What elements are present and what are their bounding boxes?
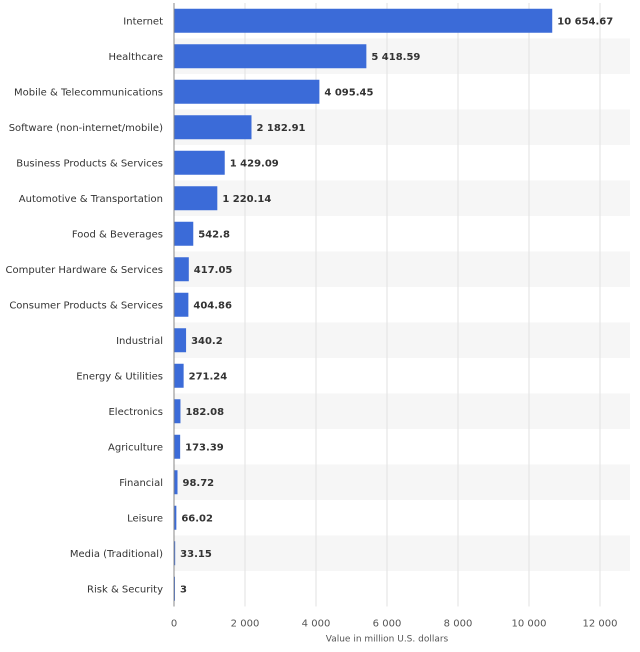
category-label: Internet	[123, 16, 163, 27]
x-tick-label: 12 000	[583, 619, 618, 630]
bar[interactable]	[174, 8, 553, 33]
row-band	[174, 393, 630, 429]
x-tick-label: 4 000	[302, 619, 331, 630]
category-label: Energy & Utilities	[76, 371, 163, 382]
bar[interactable]	[174, 470, 178, 495]
x-tick-label: 6 000	[373, 619, 402, 630]
x-tick-label: 0	[171, 619, 177, 630]
category-label: Food & Beverages	[72, 229, 163, 240]
value-label: 10 654.67	[557, 16, 613, 27]
value-label: 271.24	[189, 371, 228, 382]
bars	[174, 8, 553, 601]
value-label: 1 429.09	[230, 158, 279, 169]
row-band	[174, 535, 630, 571]
value-label: 33.15	[180, 549, 212, 560]
value-label: 340.2	[191, 336, 223, 347]
value-label: 98.72	[183, 478, 215, 489]
value-labels: 10 654.67 5 418.59 4 095.45 2 182.91 1 429.0…	[180, 16, 613, 595]
value-label: 173.39	[185, 442, 224, 453]
category-label: Financial	[119, 478, 163, 489]
category-label: Electronics	[108, 407, 163, 418]
bar[interactable]	[174, 363, 184, 388]
value-label: 417.05	[194, 265, 233, 276]
row-band	[174, 180, 630, 216]
category-label: Industrial	[116, 336, 163, 347]
bar[interactable]	[174, 505, 177, 530]
value-label: 542.8	[198, 229, 230, 240]
category-label: Healthcare	[108, 52, 163, 63]
x-tick-label: 10 000	[512, 619, 547, 630]
bar[interactable]	[174, 221, 194, 246]
category-label: Business Products & Services	[16, 158, 163, 169]
row-bands	[174, 38, 630, 571]
category-labels: Internet Healthcare Mobile & Telecommunica…	[6, 16, 164, 595]
bar[interactable]	[174, 541, 176, 566]
bar[interactable]	[174, 44, 367, 69]
category-label: Computer Hardware & Services	[6, 265, 164, 276]
value-label: 404.86	[193, 300, 232, 311]
category-label: Consumer Products & Services	[9, 300, 163, 311]
x-tick-labels: 0 2 000 4 000 6 000 8 000 10 000 12 000	[171, 619, 618, 630]
bar[interactable]	[174, 292, 189, 317]
bar[interactable]	[174, 434, 181, 459]
bar[interactable]	[174, 399, 181, 424]
value-label: 182.08	[185, 407, 224, 418]
category-label: Software (non-internet/mobile)	[9, 123, 163, 134]
category-label: Leisure	[127, 513, 163, 524]
category-label: Risk & Security	[87, 584, 163, 595]
category-label: Agriculture	[108, 442, 163, 453]
x-axis-title: Value in million U.S. dollars	[326, 635, 449, 645]
value-label: 66.02	[181, 513, 213, 524]
category-label: Automotive & Transportation	[19, 194, 163, 205]
bar[interactable]	[174, 186, 218, 211]
bar[interactable]	[174, 79, 320, 104]
x-tick-label: 2 000	[231, 619, 260, 630]
value-label: 5 418.59	[371, 52, 420, 63]
value-label: 4 095.45	[324, 87, 373, 98]
category-label: Media (Traditional)	[70, 549, 163, 560]
row-band	[174, 251, 630, 287]
bar[interactable]	[174, 257, 189, 282]
row-band	[174, 322, 630, 358]
bar[interactable]	[174, 328, 187, 353]
bar[interactable]	[174, 115, 252, 140]
category-label: Mobile & Telecommunications	[14, 87, 163, 98]
value-label: 1 220.14	[222, 194, 271, 205]
x-tick-label: 8 000	[444, 619, 473, 630]
value-label: 2 182.91	[256, 123, 305, 134]
value-label: 3	[180, 584, 187, 595]
row-band	[174, 464, 630, 500]
bar[interactable]	[174, 150, 225, 175]
